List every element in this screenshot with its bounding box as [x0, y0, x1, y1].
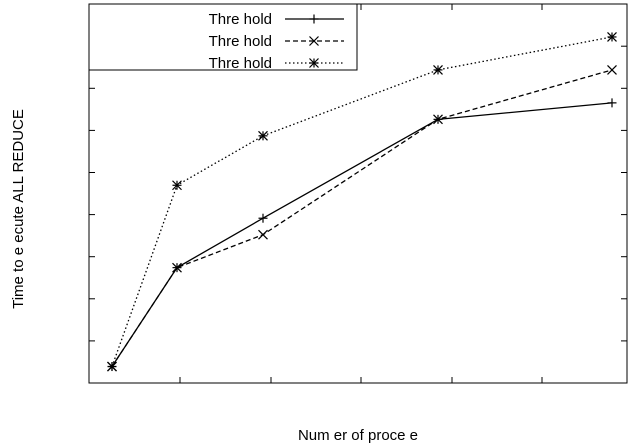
series-3-line: [111, 36, 613, 367]
series-lines: [111, 36, 613, 367]
plot-frame: [88, 3, 628, 384]
legend-sample-marker-3: [309, 58, 319, 68]
series-3-point-2-stroke: [172, 180, 182, 191]
legend-box: [88, 3, 358, 71]
series-3-point-3-stroke: [258, 130, 268, 141]
legend-sample-marker-3-stroke: [309, 58, 319, 68]
series-3-point-5: [607, 32, 617, 42]
series-markers: [107, 32, 617, 372]
series-3-point-1: [107, 361, 117, 372]
series-2-point-4-stroke: [433, 114, 443, 125]
series-3-point-1-stroke: [107, 361, 117, 372]
legend-label-series-1: Thre hold: [209, 11, 272, 28]
series-3-point-4: [433, 64, 443, 75]
series-2-point-5-stroke: [607, 64, 617, 75]
series-2-line: [111, 69, 613, 367]
series-1-point-5: [607, 98, 617, 108]
series-1-point-3: [258, 213, 268, 223]
series-2-point-5: [607, 64, 617, 75]
legend-samples: [285, 14, 344, 68]
series-2-point-3-stroke: [258, 229, 268, 240]
series-3-point-3: [258, 130, 268, 141]
legend-sample-marker-1: [309, 14, 319, 24]
axis-ticks: [89, 4, 627, 383]
y-axis-label: Time to e ecute ALL REDUCE: [10, 109, 27, 309]
legend-label-series-3: Thre hold: [209, 55, 272, 72]
series-1-line: [111, 102, 613, 367]
series-3-point-2: [172, 180, 182, 191]
series-2-point-2-stroke: [172, 262, 182, 273]
legend: Thre hold Thre hold Thre hold: [88, 3, 358, 72]
series-2-point-4: [433, 114, 443, 125]
series-3-point-5-stroke: [607, 32, 617, 42]
legend-sample-marker-2: [309, 36, 319, 46]
x-axis-label: Num er of proce e: [298, 427, 418, 444]
series-3-point-4-stroke: [433, 64, 443, 75]
legend-label-series-2: Thre hold: [209, 33, 272, 50]
series-2-point-3: [258, 229, 268, 240]
series-2-point-2: [172, 262, 182, 273]
legend-sample-marker-2-stroke: [309, 36, 319, 46]
